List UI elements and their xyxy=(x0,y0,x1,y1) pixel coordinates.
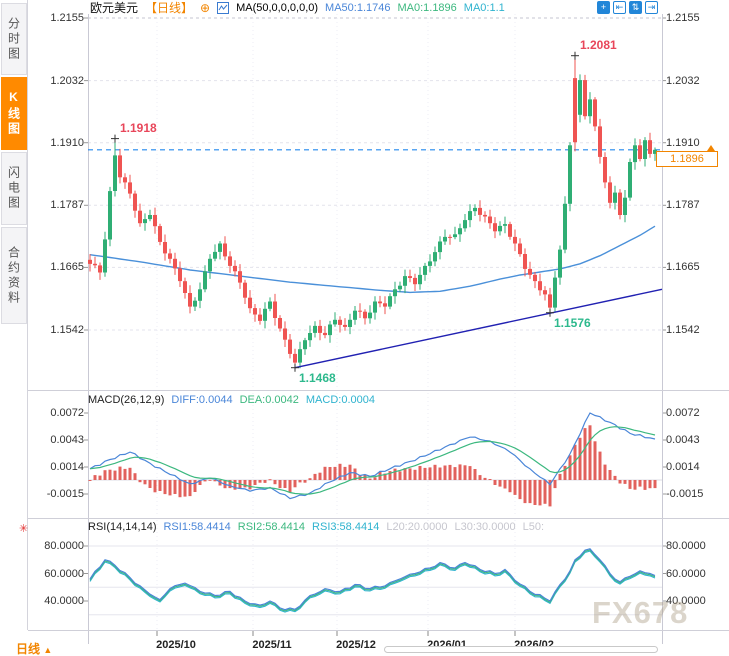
rsi2-line xyxy=(89,549,656,612)
rsi2-value: RSI2:58.4414 xyxy=(237,521,306,533)
macd-header: MACD(26,12,9) DIFF:0.0044 DEA:0.0042 MAC… xyxy=(88,394,375,406)
marked-point-crosses xyxy=(111,51,579,372)
period-bottom-tab[interactable]: 日线 ▲ xyxy=(16,640,52,656)
macd-macd-value: MACD:0.0004 xyxy=(305,394,375,406)
ma0-green-value: MA0:1.1896 xyxy=(397,1,457,14)
indicator-alert-icon[interactable]: ✳ xyxy=(19,523,29,535)
sidebar-item-timeshare[interactable]: 分时图 xyxy=(1,3,27,75)
rsi3-value: RSI3:58.4414 xyxy=(312,521,380,533)
macd-histogram xyxy=(88,425,657,507)
h-scrollbar-thumb[interactable] xyxy=(384,646,658,653)
ma-params-label: MA(50,0,0,0,0,0) xyxy=(236,1,319,14)
kline-mini-icon xyxy=(217,1,230,14)
sidebar-item-lightning[interactable]: 闪电图 xyxy=(1,152,27,225)
rsi-l20-label: L20:20.0000 xyxy=(386,521,448,533)
chart-toolbar: + ⇤ ⇅ ⇥ xyxy=(597,1,658,14)
sidebar-item-kline[interactable]: K线图 xyxy=(1,77,27,150)
ma0-cyan-value: MA0:1.1 xyxy=(463,1,505,14)
rsi-header: RSI(14,14,14) RSI1:58.4414 RSI2:58.4414 … xyxy=(88,521,544,533)
symbol-name: 欧元美元 xyxy=(90,1,139,15)
candles-layer xyxy=(88,55,657,369)
chart-header: 欧元美元 【日线】 ⊕ MA(50,0,0,0,0,0) MA50:1.1746… xyxy=(90,0,505,15)
macd-dea-value: DEA:0.0042 xyxy=(239,394,299,406)
axis-scale-icon[interactable]: ⇅ xyxy=(629,1,642,14)
rsi3-line xyxy=(89,550,656,613)
panel-borders xyxy=(27,0,729,644)
expand-icon[interactable]: ⊕ xyxy=(200,0,211,15)
rsi-l50-label: L50: xyxy=(522,521,545,533)
rsi-l30-label: L30:30.0000 xyxy=(454,521,516,533)
macd-diff-value: DIFF:0.0044 xyxy=(171,394,233,406)
rsi1-line xyxy=(89,548,656,611)
rsi-title: RSI(14,14,14) xyxy=(88,521,157,533)
fit-width-icon[interactable]: ⇤ xyxy=(613,1,626,14)
macd-title: MACD(26,12,9) xyxy=(88,394,165,406)
ma50-value: MA50:1.1746 xyxy=(325,1,391,14)
pan-right-icon[interactable]: ⇥ xyxy=(645,1,658,14)
price-up-arrow-icon xyxy=(707,144,715,151)
pan-icon[interactable]: + xyxy=(597,1,610,14)
current-price-box: 1.1896 xyxy=(656,144,718,167)
trendline xyxy=(294,288,663,369)
sidebar-item-contract-info[interactable]: 合约资料 xyxy=(1,227,27,324)
rsi1-value: RSI1:58.4414 xyxy=(163,521,231,533)
macd-diff-line xyxy=(89,412,656,500)
period-tag: 【日线】 xyxy=(145,1,194,15)
current-price-value: 1.1896 xyxy=(670,152,704,165)
macd-dea-line xyxy=(89,426,656,495)
period-bottom-label: 日线 xyxy=(16,642,41,656)
period-up-arrow-icon: ▲ xyxy=(43,645,53,655)
